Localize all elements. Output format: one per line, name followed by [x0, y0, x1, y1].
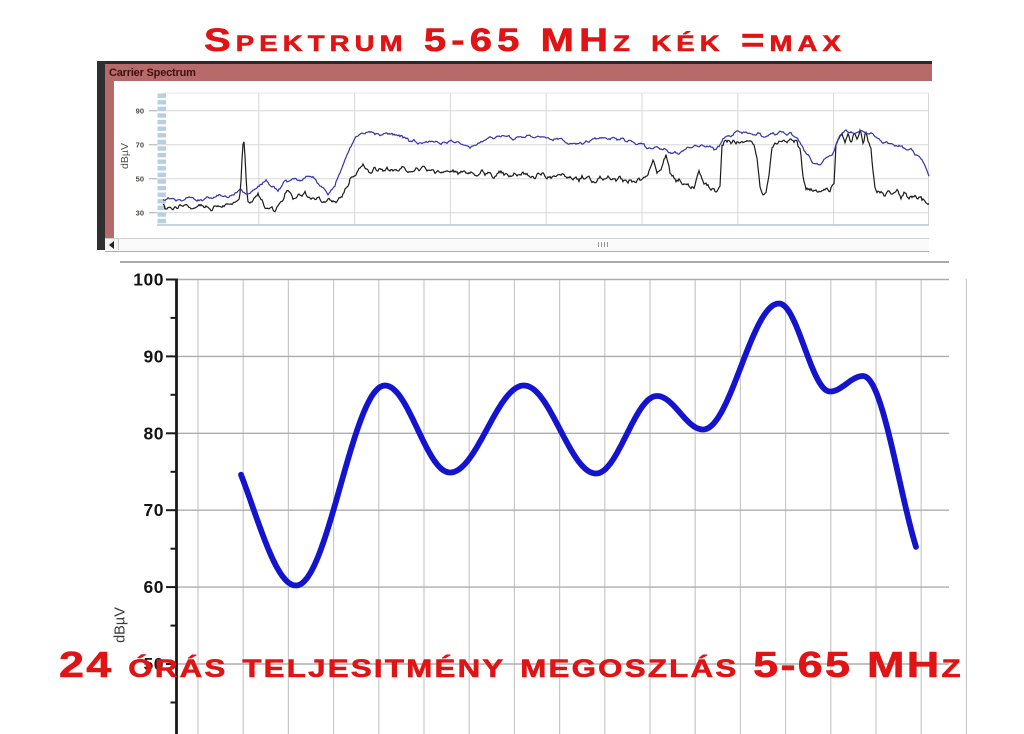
svg-text:50: 50 [144, 654, 164, 674]
svg-text:70: 70 [136, 141, 144, 150]
svg-text:60: 60 [144, 577, 164, 597]
svg-text:90: 90 [144, 346, 164, 366]
svg-text:dBµV: dBµV [119, 143, 131, 169]
svg-text:70: 70 [144, 500, 164, 520]
svg-text:dBµV: dBµV [113, 607, 129, 643]
svg-text:50: 50 [136, 175, 144, 184]
svg-text:90: 90 [136, 107, 144, 116]
svg-text:100: 100 [133, 270, 164, 290]
svg-text:30: 30 [136, 209, 144, 218]
svg-text:80: 80 [144, 423, 164, 443]
